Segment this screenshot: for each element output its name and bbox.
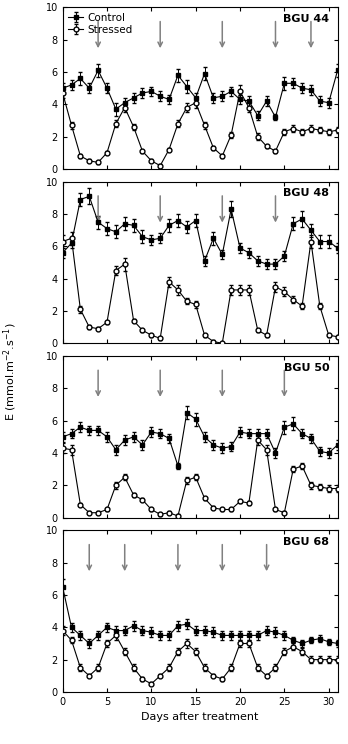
Text: BGU 44: BGU 44 (283, 14, 329, 24)
Text: BGU 68: BGU 68 (283, 537, 329, 547)
X-axis label: Days after treatment: Days after treatment (141, 712, 259, 722)
Text: E (mmol.m$^{-2}$.s$^{-1}$): E (mmol.m$^{-2}$.s$^{-1}$) (2, 323, 19, 421)
Text: BGU 50: BGU 50 (284, 362, 329, 373)
Legend: Control, Stressed: Control, Stressed (66, 10, 135, 36)
Text: BGU 48: BGU 48 (283, 188, 329, 198)
